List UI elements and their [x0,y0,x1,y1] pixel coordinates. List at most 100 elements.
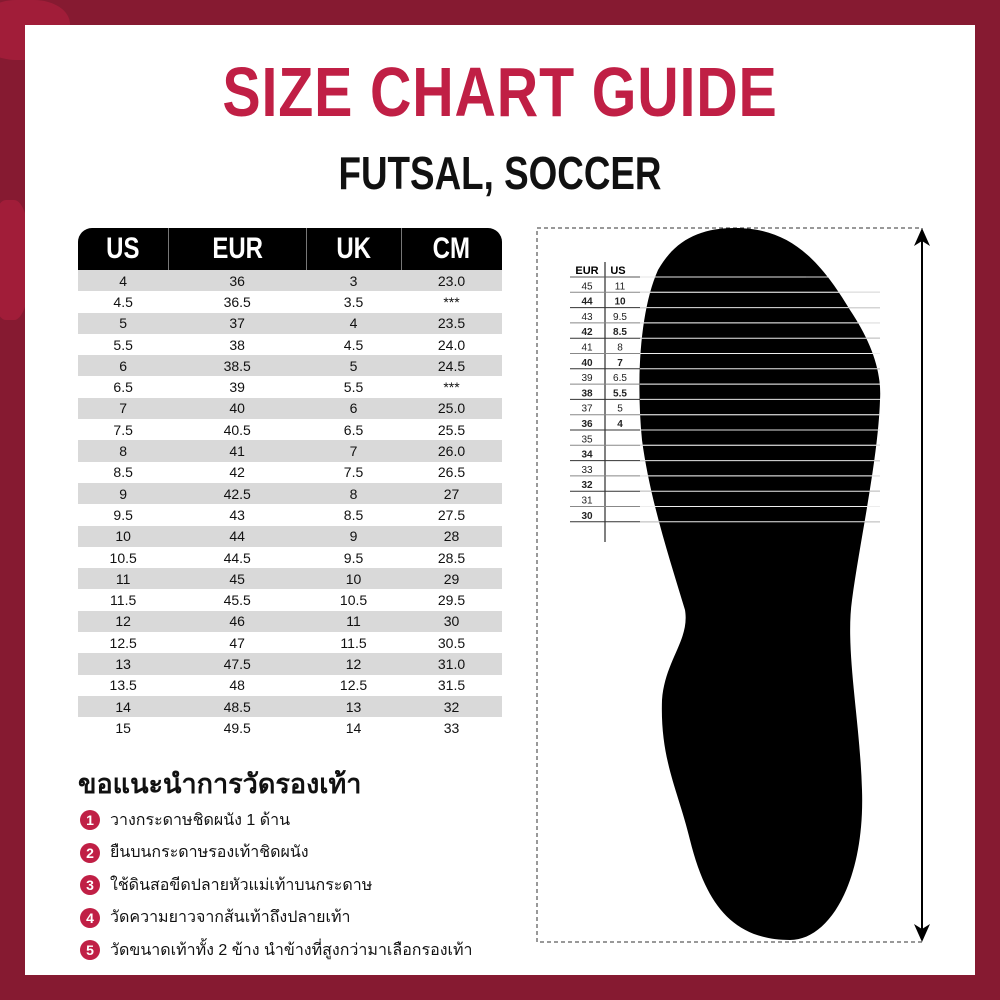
cell-us: 9 [78,482,169,505]
cell-cm: 28 [401,525,502,547]
cell-cm: 30 [401,610,502,633]
header-us: US [78,228,169,270]
cell-cm: 31.0 [401,653,502,675]
cell-cm: 26.0 [401,440,502,462]
table-row: 5 37 4 23.5 [78,312,502,334]
table-row: 4 36 3 23.0 [78,270,502,292]
tip-text: วางกระดาษชิดผนัง 1 ด้าน [110,811,291,829]
step-number-badge: 3 [80,875,100,896]
cell-eur: 47 [229,634,245,651]
ruler-eur-value: 45 [581,281,593,292]
cell-eur: 38 [229,336,245,353]
ruler-us-value: 11 [615,281,626,292]
cell-uk: 8.5 [343,506,364,523]
table-row: 4.5 36.5 3.5 *** [78,291,502,312]
cell-uk: 4 [306,312,401,334]
ruler-eur-value: 39 [581,373,593,384]
cell-uk: 6.5 [343,421,364,438]
cell-eur: 42 [229,464,245,481]
ruler-us-value: 8.5 [613,327,627,338]
ruler-eur-value: 36 [581,419,593,430]
cell-eur: 47.5 [168,653,307,675]
header-eur: EUR [167,228,307,270]
cell-uk: 7.5 [343,464,364,481]
table-row: 15 49.5 14 33 [78,717,502,738]
cell-us: 14 [78,695,169,718]
cell-cm: 26.5 [437,464,466,481]
cell-uk: 11 [306,610,401,633]
ruler-us-value: 8 [617,343,623,354]
ruler-us-value: 6.5 [613,373,627,384]
cell-us: 10.5 [109,549,137,566]
table-row: 10 44 9 28 [78,525,502,547]
table-row: 12.5 47 11.5 30.5 [78,632,502,653]
table-row: 11.5 45.5 10.5 29.5 [78,589,502,610]
cell-cm: 23.0 [401,270,502,292]
cell-us: 9.5 [113,506,133,523]
cell-us: 15 [115,719,131,736]
cell-eur: 36.5 [223,293,251,310]
cell-cm: 33 [443,719,460,736]
cell-cm: 27 [401,482,502,505]
cell-us: 12.5 [109,634,137,651]
ruler-eur-value: 40 [581,358,593,369]
cell-eur: 45.5 [223,592,251,609]
ruler-eur-value: 41 [581,343,593,354]
table-row: 6 38.5 5 24.5 [78,355,502,377]
tip-item: 5 วัดขนาดเท้าทั้ง 2 ข้าง นำข้างที่สูงกว่า… [80,934,473,967]
cell-eur: 40.5 [223,421,251,438]
ruler-eur-value: 37 [581,404,593,415]
cell-us: 5.5 [113,336,133,353]
ruler-eur-value: 32 [581,480,593,491]
ruler-eur-value: 38 [581,388,593,399]
table-row: 7.5 40.5 6.5 25.5 [78,419,502,440]
cell-eur: 43 [229,506,245,523]
cell-cm: *** [443,293,460,310]
cell-us: 13 [78,653,169,675]
page-subtitle: FUTSAL, SOCCER [338,147,662,199]
ruler-us-value: 10 [614,297,626,308]
table-row: 13.5 48 12.5 31.5 [78,675,502,696]
step-number-badge: 1 [80,810,100,831]
ruler-eur-value: 30 [581,511,593,522]
header-uk: UK [305,228,401,270]
ruler-eur-value: 35 [581,434,593,445]
tip-item: 1 วางกระดาษชิดผนัง 1 ด้าน [80,804,473,837]
cell-cm: 24.0 [437,336,466,353]
cell-us: 13.5 [109,677,137,694]
cell-cm: 28.5 [437,549,466,566]
tip-item: 2 ยืนบนกระดาษรองเท้าชิดผนัง [80,837,473,870]
cell-eur: 36 [168,270,307,292]
ruler-eur-value: 31 [581,496,593,507]
cell-eur: 48 [229,677,245,694]
tip-item: 4 วัดความยาวจากส้นเท้าถึงปลายเท้า [80,902,473,935]
cell-uk: 11.5 [340,634,367,651]
ruler-us-value: 7 [617,358,623,369]
cell-us: 12 [78,610,169,633]
cell-uk: 8 [306,482,401,505]
cell-uk: 6 [306,397,401,420]
cell-cm: 27.5 [437,506,466,523]
cell-eur: 49.5 [223,719,251,736]
ruler-us-value: 5.5 [613,388,627,399]
cell-cm: 29 [401,568,502,590]
table-row: 8.5 42 7.5 26.5 [78,462,502,483]
cell-cm: 30.5 [437,634,466,651]
table-row: 9.5 43 8.5 27.5 [78,504,502,525]
cell-uk: 13 [306,695,401,718]
ruler-us-value: 4 [617,419,623,430]
cell-cm: 25.5 [437,421,466,438]
tips-title: ขอแนะนำการวัดรองเท้า [78,769,362,799]
cell-eur: 44.5 [223,549,251,566]
cell-cm: 24.5 [401,355,502,377]
table-row: 14 48.5 13 32 [78,695,502,718]
cell-uk: 9.5 [343,549,364,566]
cell-uk: 5 [306,355,401,377]
table-row: 5.5 38 4.5 24.0 [78,334,502,355]
cell-uk: 10.5 [339,592,368,609]
step-number-badge: 2 [80,842,100,863]
cell-eur: 37 [168,312,307,334]
step-number-badge: 5 [80,940,100,961]
size-table: US EUR UK CM 4 36 3 23.0 4.5 36.5 3.5 *** 5 37 4 23… [78,228,502,739]
cell-uk: 10 [306,568,401,590]
